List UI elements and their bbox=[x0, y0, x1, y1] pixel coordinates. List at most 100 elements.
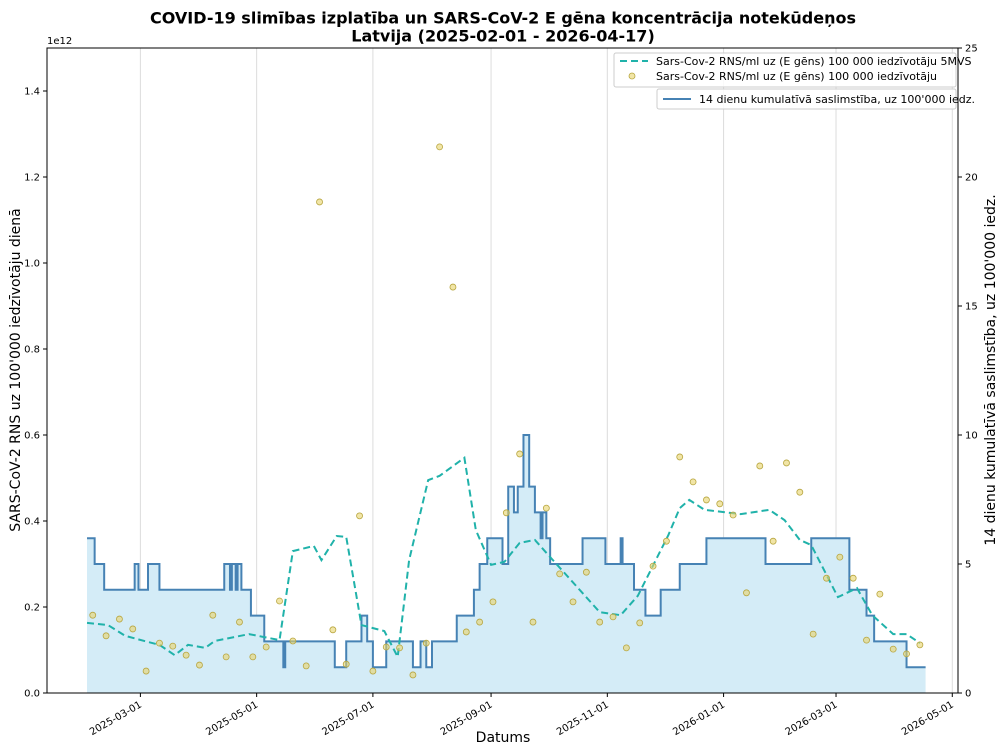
point bbox=[302, 662, 310, 670]
point bbox=[849, 574, 857, 582]
y2-tick-label: 0 bbox=[965, 689, 971, 700]
point bbox=[542, 504, 550, 512]
plot-frame bbox=[46, 47, 959, 694]
point bbox=[262, 643, 270, 651]
point bbox=[756, 462, 764, 470]
point bbox=[462, 628, 470, 636]
point bbox=[916, 641, 924, 649]
y2-tick-label: 5 bbox=[965, 560, 971, 571]
point bbox=[729, 511, 737, 519]
point bbox=[689, 478, 697, 486]
point bbox=[769, 537, 777, 545]
point bbox=[422, 639, 430, 647]
point bbox=[516, 450, 524, 458]
point bbox=[449, 283, 457, 291]
legend-box bbox=[656, 88, 957, 110]
point bbox=[209, 611, 217, 619]
y-offset-label: 1e12 bbox=[47, 36, 72, 47]
point bbox=[156, 639, 163, 647]
point bbox=[409, 671, 417, 679]
point bbox=[649, 562, 657, 570]
point bbox=[836, 553, 844, 561]
y-tick-label: 0.6 bbox=[24, 431, 40, 442]
point bbox=[249, 653, 257, 661]
point bbox=[889, 645, 897, 653]
point bbox=[809, 630, 817, 638]
point bbox=[502, 509, 510, 517]
point bbox=[316, 198, 323, 206]
point bbox=[222, 653, 230, 661]
y-tick-label: 1.2 bbox=[24, 173, 40, 184]
step-line bbox=[87, 434, 926, 669]
x-tick-label: 2026-01-01 bbox=[671, 700, 727, 739]
y-tick-label: 0.2 bbox=[24, 603, 40, 614]
x-tick-label: 2025-03-01 bbox=[88, 700, 144, 739]
point bbox=[289, 637, 297, 645]
x-tick-label: 2025-05-01 bbox=[204, 700, 260, 739]
point bbox=[369, 667, 377, 675]
point bbox=[329, 626, 337, 634]
y2-tick-label: 15 bbox=[965, 302, 978, 313]
point bbox=[142, 667, 150, 675]
legend-label: 14 dienu kumulatīvā saslimstība, uz 100'… bbox=[699, 93, 975, 106]
point bbox=[476, 618, 484, 626]
y-tick-label: 1.4 bbox=[24, 87, 40, 98]
x-tick-label: 2025-07-01 bbox=[321, 700, 377, 739]
point bbox=[636, 619, 644, 627]
x-axis-label: Datums bbox=[476, 730, 531, 746]
y-axis-label: SARS-CoV-2 RNS uz 100'000 iedzīvotāju di… bbox=[8, 208, 24, 531]
point bbox=[489, 598, 497, 606]
point bbox=[356, 512, 363, 520]
y-tick-label: 0.8 bbox=[24, 345, 40, 356]
point bbox=[529, 618, 537, 626]
point bbox=[823, 574, 830, 582]
x-tick-label: 2025-11-01 bbox=[555, 700, 611, 739]
point bbox=[129, 625, 137, 633]
y-tick-label: 1.0 bbox=[24, 259, 40, 270]
y-tick-label: 0.4 bbox=[24, 517, 40, 528]
point bbox=[743, 589, 750, 597]
point bbox=[876, 590, 884, 598]
point bbox=[663, 537, 670, 545]
point bbox=[903, 650, 910, 658]
point bbox=[716, 500, 724, 508]
y2-tick-label: 25 bbox=[965, 44, 978, 55]
point bbox=[622, 644, 630, 652]
point bbox=[236, 618, 243, 626]
point bbox=[436, 143, 444, 151]
point bbox=[382, 643, 390, 651]
point bbox=[196, 661, 203, 669]
x-tick-label: 2026-05-01 bbox=[900, 700, 956, 739]
legend-label: Sars-Cov-2 RNS/ml uz (E gēns) 100 000 ie… bbox=[656, 70, 937, 83]
point bbox=[556, 570, 564, 578]
x-tick-label: 2026-03-01 bbox=[784, 700, 840, 739]
point bbox=[703, 496, 710, 504]
point bbox=[169, 642, 177, 650]
legend-swatch bbox=[628, 72, 636, 80]
point bbox=[676, 453, 684, 461]
point bbox=[796, 488, 804, 496]
point bbox=[342, 660, 350, 668]
point bbox=[89, 611, 97, 619]
point bbox=[276, 597, 283, 605]
y2-axis-label: 14 dienu kumulatīvā saslimstība, uz 100'… bbox=[983, 194, 999, 545]
line bbox=[86, 456, 921, 661]
point bbox=[116, 615, 123, 623]
point bbox=[182, 651, 190, 659]
point bbox=[609, 613, 617, 621]
point bbox=[569, 598, 577, 606]
point bbox=[783, 459, 790, 467]
point bbox=[596, 618, 604, 626]
point bbox=[863, 636, 870, 644]
point bbox=[582, 568, 590, 576]
chart-title: COVID-19 slimības izplatība un SARS-CoV-… bbox=[150, 9, 856, 28]
y2-tick-label: 10 bbox=[965, 431, 978, 442]
point bbox=[396, 644, 403, 652]
legend-box bbox=[613, 52, 957, 88]
point bbox=[102, 632, 110, 640]
legend-label: Sars-Cov-2 RNS/ml uz (E gēns) 100 000 ie… bbox=[656, 55, 972, 68]
y2-tick-label: 20 bbox=[965, 173, 978, 184]
y-tick-label: 0.0 bbox=[24, 689, 40, 700]
chart-subtitle: Latvija (2025-02-01 - 2026-04-17) bbox=[351, 27, 655, 46]
